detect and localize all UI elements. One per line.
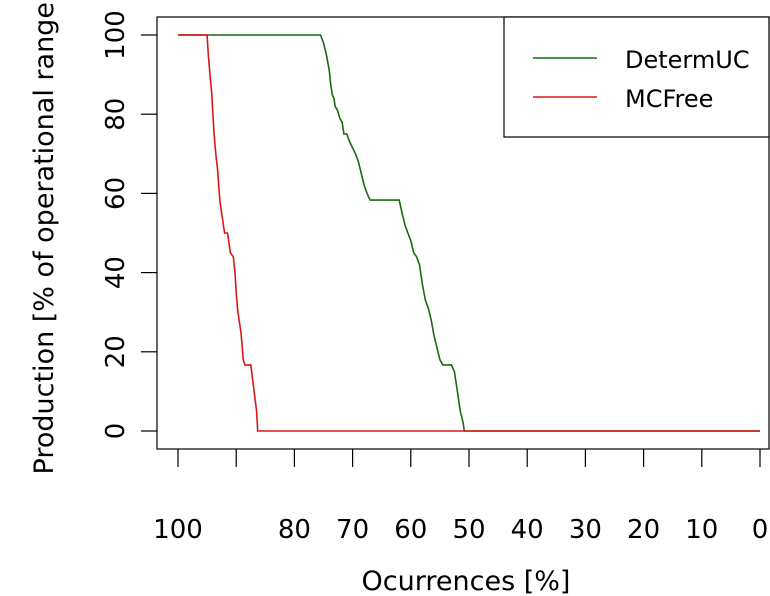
- x-tick-label-70: 70: [336, 515, 369, 545]
- x-tick-label-10: 10: [685, 515, 718, 545]
- y-tick-label-60: 60: [101, 177, 131, 210]
- x-tick-label-80: 80: [278, 515, 311, 545]
- y-tick-label-40: 40: [101, 256, 131, 289]
- plot-frame: [156, 16, 770, 450]
- x-tick-label-100: 100: [153, 515, 203, 545]
- y-tick-label-100: 100: [101, 10, 131, 60]
- x-tick-label-40: 40: [511, 515, 544, 545]
- x-axis-label: Ocurrences [%]: [362, 566, 571, 596]
- x-tick-label-20: 20: [627, 515, 660, 545]
- x-tick-label-60: 60: [394, 515, 427, 545]
- legend-box: [503, 16, 770, 138]
- legend-label-determuc: DetermUC: [625, 46, 750, 74]
- y-tick-label-0: 0: [101, 423, 131, 440]
- series-line-mcfree: [178, 34, 760, 432]
- y-tick-label-20: 20: [101, 335, 131, 368]
- y-tick-label-80: 80: [101, 98, 131, 131]
- legend: DetermUC MCFree: [503, 16, 770, 138]
- x-axis: 100 80 70 60 50 40 30 20 10 0: [153, 449, 768, 545]
- x-tick-label-0: 0: [752, 515, 769, 545]
- plot-lines: [178, 34, 760, 432]
- series-line-determuc: [178, 34, 760, 432]
- y-axis: 0 20 40 60 80 100: [101, 10, 157, 439]
- y-axis-label: Production [% of operational range]: [29, 0, 60, 474]
- legend-label-mcfree: MCFree: [625, 85, 713, 113]
- x-tick-label-30: 30: [569, 515, 602, 545]
- x-tick-label-50: 50: [452, 515, 485, 545]
